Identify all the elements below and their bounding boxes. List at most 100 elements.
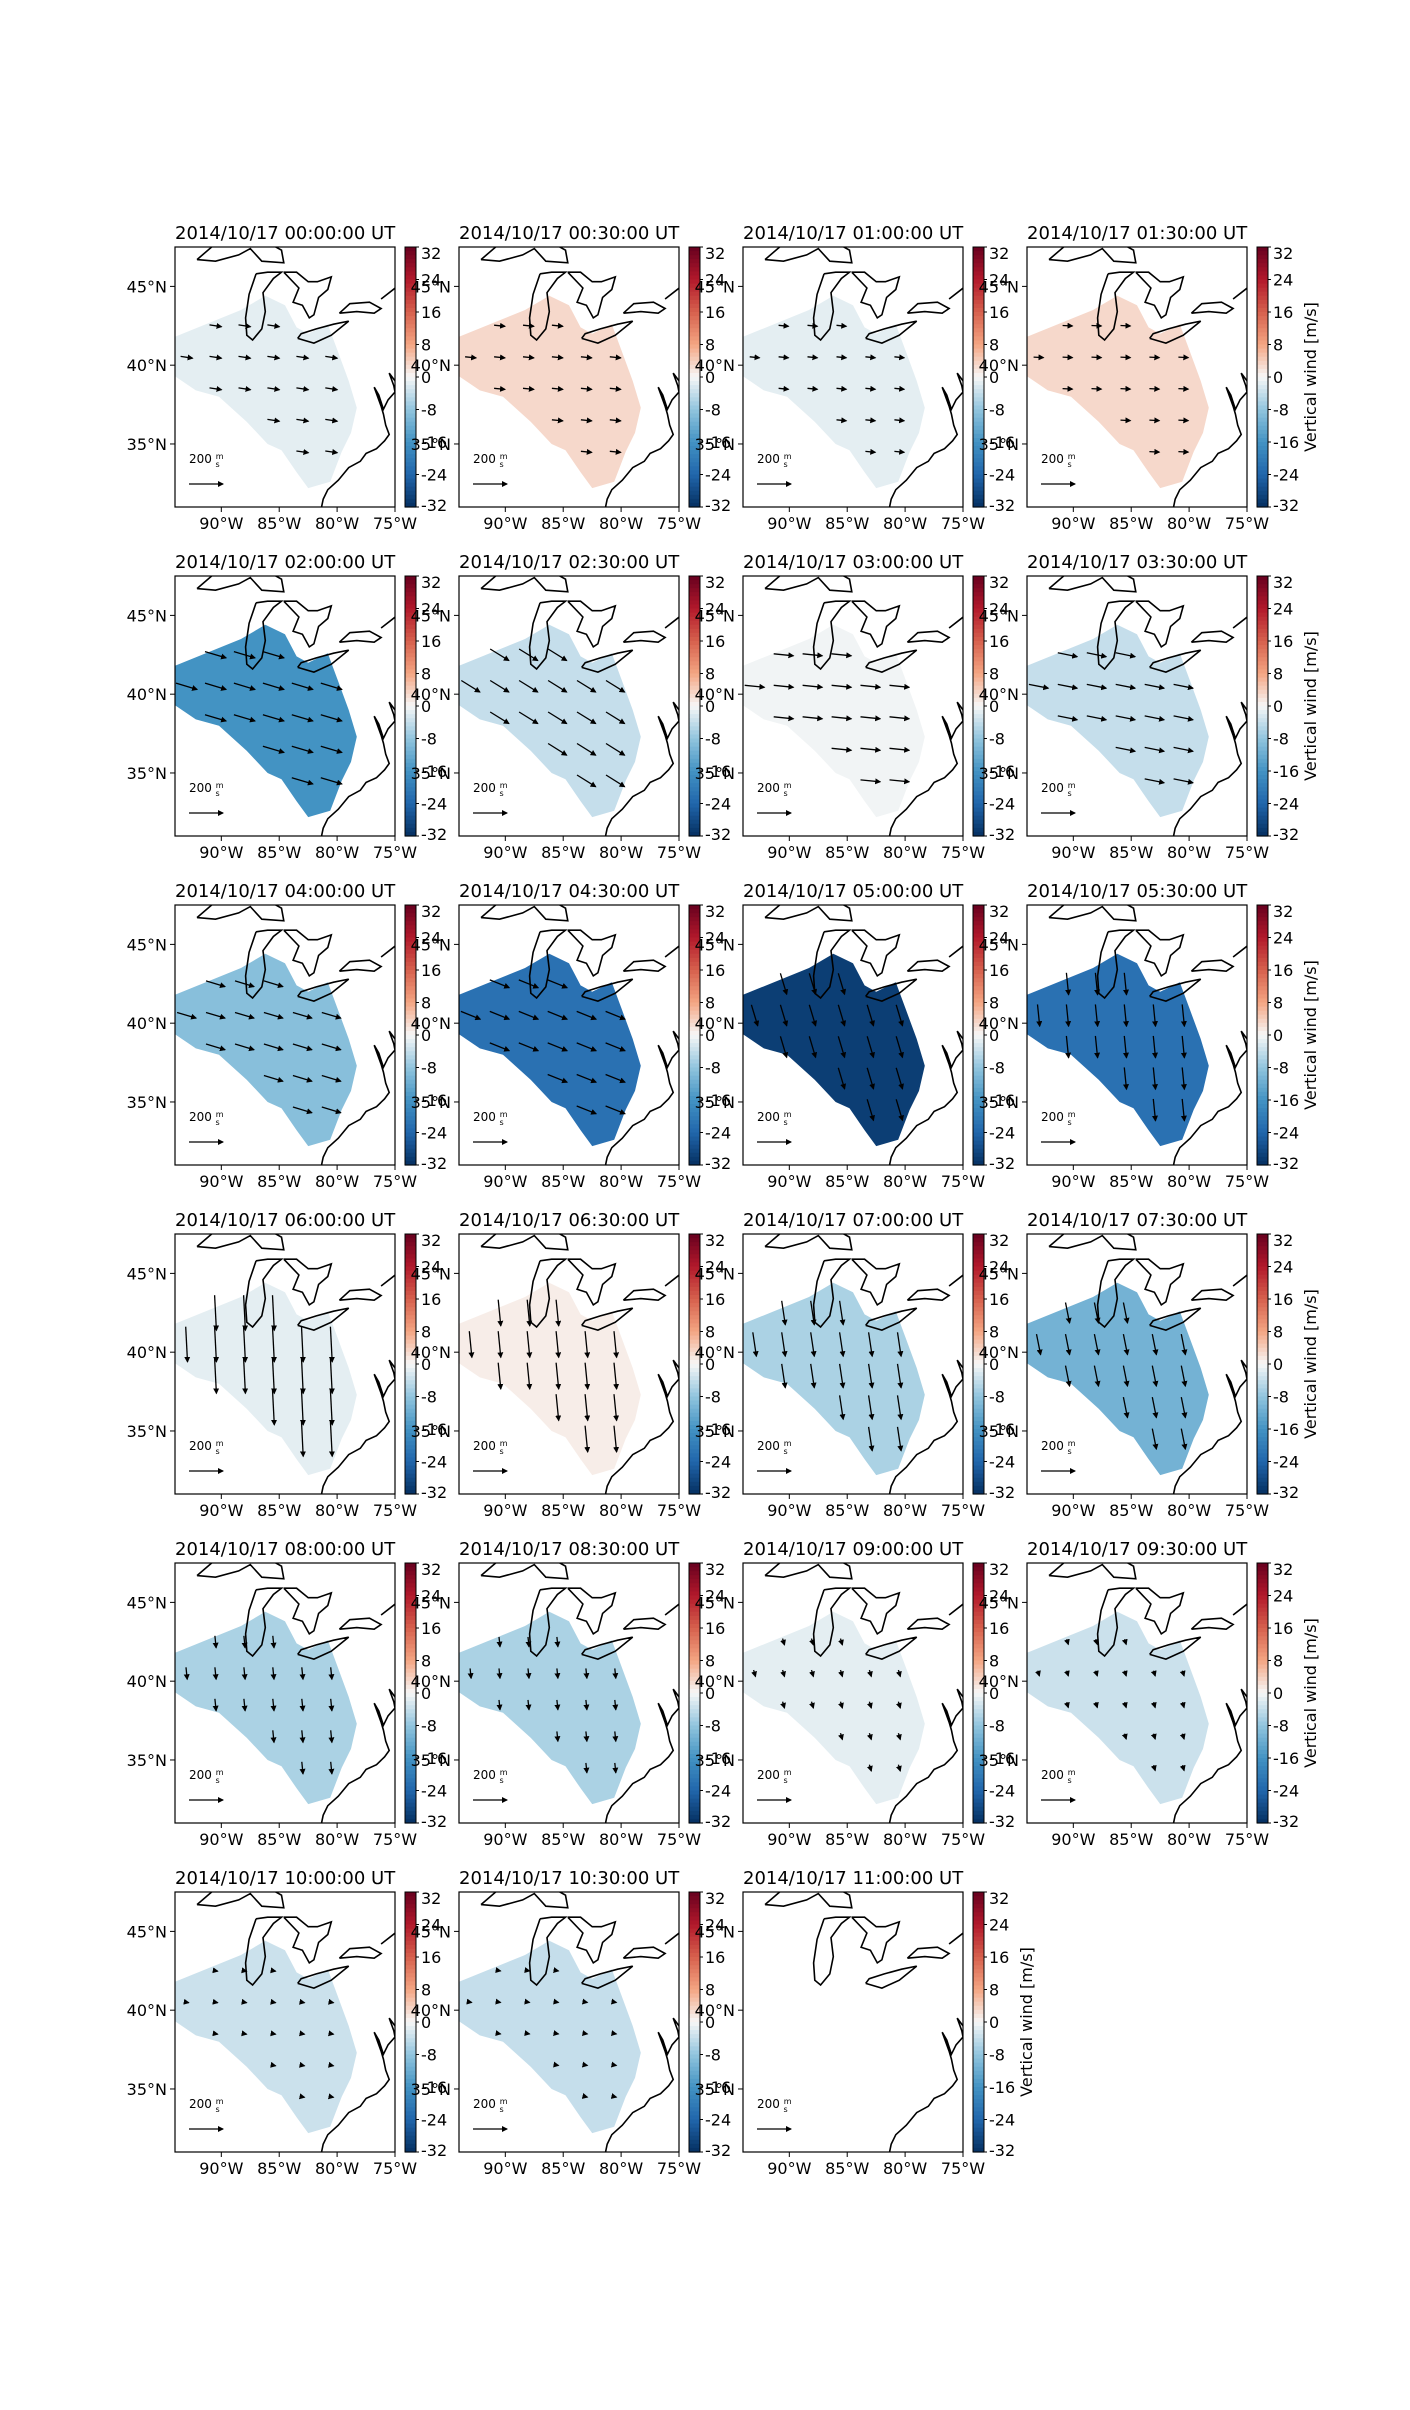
colorbar-tick-label: 16 <box>989 1948 1009 1967</box>
colorbar-tick-label: -32 <box>705 1812 731 1831</box>
map-frame <box>742 246 964 508</box>
wind-arrow <box>204 682 228 691</box>
wind-arrow <box>583 1668 590 1680</box>
map-panel: 2014/10/17 02:30:00 UT 200 m s 90°W 85°W 80°W… <box>411 552 731 862</box>
y-tick-label: 45°N <box>127 935 167 954</box>
panel-title: 2014/10/17 09:00:00 UT <box>743 1539 964 1560</box>
wind-arrow <box>184 1326 191 1363</box>
wind-arrow <box>233 714 256 723</box>
y-tick-label: 35°N <box>127 2080 167 2099</box>
wind-arrow <box>1062 385 1074 392</box>
colorbar-tick-label: -8 <box>705 1717 721 1736</box>
wind-arrow <box>241 2030 248 2037</box>
panel-title: 2014/10/17 03:00:00 UT <box>743 552 964 573</box>
y-tick-label: 40°N <box>127 2001 167 2020</box>
wind-arrow <box>522 385 535 392</box>
wind-arrow <box>291 745 314 754</box>
wind-arrow <box>860 746 882 753</box>
wind-arrow <box>551 385 564 392</box>
wind-arrow <box>1093 1333 1101 1356</box>
colorbar-tick-label: 32 <box>421 1231 441 1250</box>
wind-arrow <box>894 417 906 424</box>
wind-arrow <box>270 2030 277 2037</box>
x-tick-label: 90°W <box>199 843 243 862</box>
x-tick-label: 85°W <box>825 1830 869 1849</box>
wind-arrow <box>1065 972 1072 996</box>
wind-arrow <box>271 1389 278 1426</box>
wind-arrows <box>180 322 339 455</box>
colorbar-tick-label: -8 <box>1273 730 1289 749</box>
y-tick-label: 40°N <box>695 1672 735 1691</box>
wind-arrow <box>271 1295 278 1332</box>
coastline <box>480 247 679 507</box>
colorbar-tick-label: -16 <box>1273 1091 1299 1110</box>
map-panel: 2014/10/17 11:00:00 UT 200 m s 90°W 85°W 80°W… <box>695 1868 1036 2178</box>
x-tick-label: 80°W <box>1167 1172 1211 1191</box>
colorbar-tick-label: 32 <box>705 1231 725 1250</box>
wind-arrow <box>1115 715 1137 722</box>
colorbar-tick-label: -8 <box>421 401 437 420</box>
colorbar-tick-label: -16 <box>705 1420 731 1439</box>
map-frame <box>742 1891 964 2153</box>
wind-arrow <box>204 650 228 660</box>
colorbar-tick-label: 8 <box>421 1652 431 1671</box>
wind-arrow <box>1094 1004 1101 1028</box>
colorbar-tick-label: -8 <box>421 1059 437 1078</box>
colorbar-tick-label: -32 <box>421 825 447 844</box>
wind-arrow <box>1178 448 1190 455</box>
panel-title: 2014/10/17 02:00:00 UT <box>175 552 396 573</box>
wind-arrow <box>267 354 281 361</box>
colorbar-tick-label: 8 <box>705 1981 715 2000</box>
colorbar-tick-label: -32 <box>421 2141 447 2160</box>
wind-arrow <box>320 682 343 691</box>
wind-arrow <box>212 2030 219 2037</box>
panel-title: 2014/10/17 07:30:00 UT <box>1027 1210 1248 1231</box>
vertical-wind-region <box>175 953 357 1147</box>
wind-arrow <box>321 1011 342 1020</box>
wind-arrow <box>583 1699 590 1711</box>
y-tick-label: 35°N <box>979 1751 1019 1770</box>
colorbar-tick-label: 24 <box>421 1587 441 1606</box>
panel-title: 2014/10/17 06:00:00 UT <box>175 1210 396 1231</box>
wind-arrow <box>895 1067 904 1090</box>
colorbar-tick-label: 0 <box>989 697 999 716</box>
wind-arrow <box>836 322 848 329</box>
colorbar-tick-label: -8 <box>989 1717 1005 1736</box>
y-tick-label: 45°N <box>695 1264 735 1283</box>
wind-arrow <box>234 980 255 989</box>
map-frame <box>1026 246 1248 508</box>
map-frame <box>1026 575 1248 837</box>
panel-title: 2014/10/17 04:00:00 UT <box>175 881 396 902</box>
y-tick-label: 40°N <box>979 356 1019 375</box>
colorbar-tick-label: 32 <box>705 1889 725 1908</box>
colorbar-tick-label: 0 <box>989 1355 999 1374</box>
wind-arrow <box>497 1362 504 1390</box>
wind-arrow <box>1057 715 1079 722</box>
map-panel: 2014/10/17 09:30:00 UT 200 m s 90°W 85°W 80°W… <box>979 1539 1320 1849</box>
y-tick-label: 35°N <box>979 435 1019 454</box>
colorbar-tick-label: 16 <box>421 1619 441 1638</box>
wind-arrows <box>1035 1302 1188 1451</box>
wind-arrow <box>518 711 539 725</box>
vertical-wind-region <box>459 1611 641 1805</box>
colorbar: 32 24 16 8 0 -8 -16 -24 -32 <box>688 1231 731 1502</box>
y-tick-label: 45°N <box>411 1264 451 1283</box>
x-tick-label: 90°W <box>767 1501 811 1520</box>
y-tick-label: 40°N <box>127 1014 167 1033</box>
x-tick-label: 80°W <box>1167 1501 1211 1520</box>
wind-arrow <box>1094 1035 1101 1059</box>
wind-arrow <box>1091 354 1103 361</box>
wind-arrow <box>895 1099 904 1122</box>
x-tick-label: 80°W <box>315 843 359 862</box>
colorbar-tick-label: 8 <box>989 1323 999 1342</box>
colorbar-tick-label: -16 <box>421 2078 447 2097</box>
vertical-wind-region <box>175 1940 357 2134</box>
colorbar: 32 24 16 8 0 -8 -16 -24 -32 <box>972 1560 1015 1831</box>
